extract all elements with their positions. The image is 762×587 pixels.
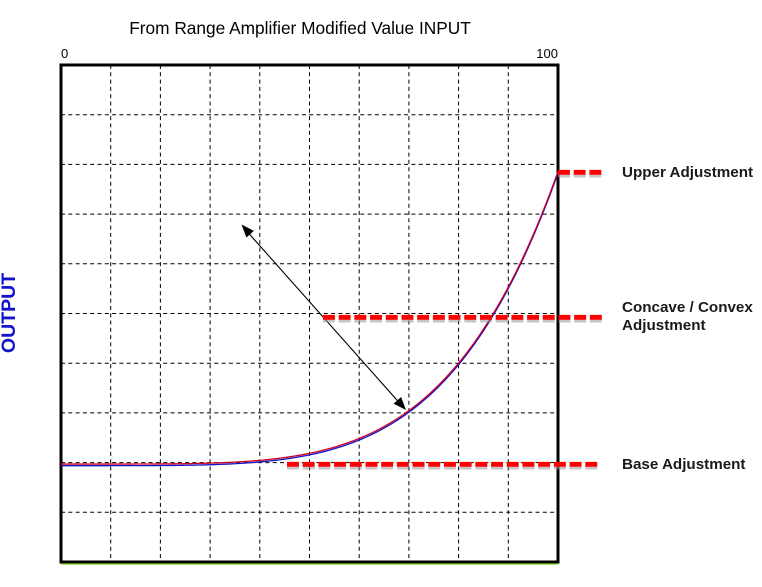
svg-text:From Range Amplifier Modified: From Range Amplifier Modified Value INPU… [129,18,471,38]
svg-text:0: 0 [61,46,68,61]
svg-text:Upper Adjustment: Upper Adjustment [622,164,753,181]
svg-text:OUTPUT: OUTPUT [0,273,20,353]
svg-text:100: 100 [536,46,558,61]
svg-text:Concave / Convex: Concave / Convex [622,299,753,316]
svg-text:Adjustment: Adjustment [622,317,706,334]
svg-text:Base Adjustment: Base Adjustment [622,456,746,473]
